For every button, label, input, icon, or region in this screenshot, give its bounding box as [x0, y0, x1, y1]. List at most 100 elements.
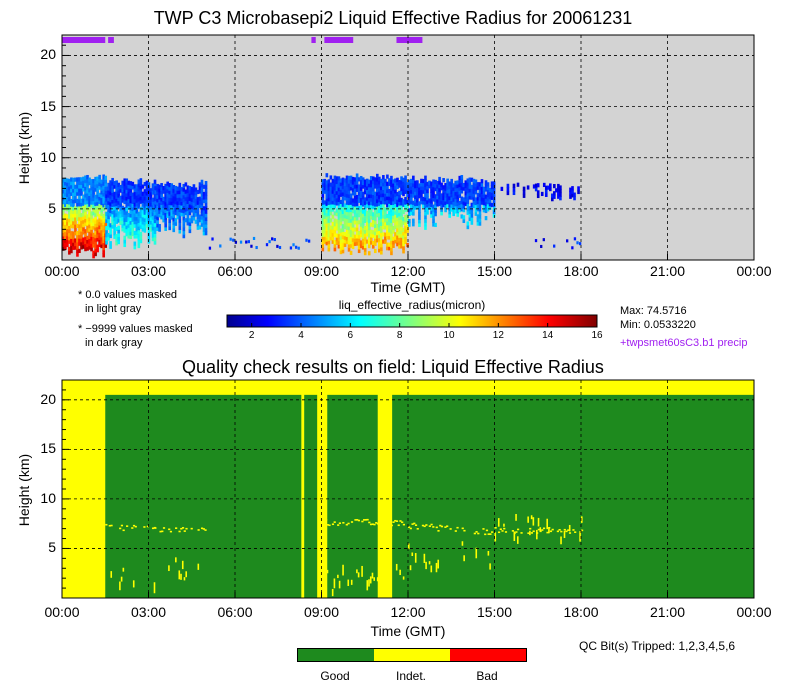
- top-heat-cell: [131, 210, 135, 215]
- top-heat-cell: [438, 176, 441, 182]
- top-heat-cell: [349, 250, 353, 255]
- top-heat-cell: [418, 190, 421, 195]
- top-heat-cell: [339, 221, 343, 226]
- top-heat-cell: [102, 174, 105, 179]
- top-heat-cell: [371, 183, 375, 188]
- top-heat-cell: [80, 184, 83, 189]
- top-heat-cell: [335, 176, 339, 181]
- top-heat-cell: [438, 191, 441, 196]
- qc-indet-speck: [435, 526, 438, 529]
- top-heat-cell: [398, 205, 401, 210]
- top-heat-cell: [426, 203, 429, 208]
- top-heat-cell: [329, 189, 333, 194]
- top-heat-cell: [139, 221, 143, 226]
- top-heat-cell: [105, 211, 108, 216]
- top-heat-cell: [186, 189, 190, 194]
- top-heat-cell: [478, 217, 482, 223]
- top-heat-cell: [378, 233, 381, 239]
- top-heat-cell: [367, 179, 371, 184]
- precip-marker: [62, 37, 106, 43]
- top-heat-cell: [180, 204, 184, 210]
- top-heat-cell: [329, 211, 333, 216]
- top-heat-cell: [380, 211, 383, 216]
- top-heat-cell: [174, 200, 178, 205]
- top-heat-cell: [343, 196, 347, 201]
- top-heat-cell: [452, 194, 456, 199]
- top-heat-cell: [446, 192, 449, 198]
- top-heat-cell: [476, 200, 480, 205]
- top-heat-cell: [158, 184, 161, 189]
- top-heat-cell: [450, 193, 454, 198]
- top-heat-cell: [76, 216, 79, 221]
- top-heat-cell: [430, 213, 433, 218]
- top-heat-cell: [76, 209, 79, 214]
- top-heat-cell: [170, 215, 174, 220]
- top-heat-cell: [125, 192, 129, 197]
- top-heat-cell: [160, 197, 163, 202]
- top-heat-cell: [192, 198, 196, 203]
- top-heat-cell: [470, 184, 474, 190]
- qc-indet-speck: [169, 530, 173, 533]
- top-heat-cell: [119, 195, 122, 200]
- top-heat-cell: [380, 178, 383, 183]
- top-heat-cell: [408, 190, 411, 195]
- top-heat-cell: [125, 196, 129, 201]
- top-heat-cell: [434, 194, 437, 199]
- top-heat-cell: [162, 218, 165, 223]
- top-heat-cell: [382, 196, 385, 201]
- top-heat-cell: [325, 208, 329, 214]
- top-heat-cell: [200, 186, 204, 192]
- top-heat-cell: [371, 233, 375, 238]
- top-heat-cell: [102, 249, 105, 254]
- top-heat-cell: [98, 221, 101, 226]
- top-heat-cell: [376, 209, 379, 214]
- top-heat-cell: [373, 180, 377, 186]
- top-heat-cell: [94, 205, 97, 210]
- top-heat-cell: [121, 187, 125, 193]
- top-heat-cell: [390, 182, 393, 188]
- top-heat-cell: [456, 191, 460, 196]
- top-heat-cell: [147, 239, 151, 244]
- top-heat-cell: [369, 208, 373, 213]
- top-heat-cell: [436, 195, 439, 200]
- top-heat-cell: [414, 191, 417, 196]
- top-heat-cell: [72, 235, 75, 240]
- top-heat-cell: [80, 234, 83, 239]
- top-heat-cell: [96, 226, 99, 231]
- top-heat-cell: [388, 242, 391, 247]
- qc-legend: [297, 648, 527, 662]
- top-heat-cell: [569, 191, 572, 196]
- top-heat-cell: [454, 198, 458, 203]
- top-heat-cell: [424, 225, 427, 230]
- top-heat-cell: [86, 192, 89, 198]
- top-heat-cell: [466, 225, 470, 230]
- top-heat-cell: [490, 202, 494, 208]
- top-heat-cell: [72, 245, 75, 250]
- top-heat-cell: [86, 207, 89, 212]
- top-heat-cell: [133, 195, 137, 200]
- top-heat-cell: [129, 234, 133, 240]
- top-heat-cell: [361, 227, 365, 232]
- top-heat-cell: [180, 208, 184, 213]
- top-heat-cell: [160, 183, 163, 188]
- top-heat-cell: [378, 205, 381, 210]
- top-heat-cell: [359, 193, 363, 199]
- top-heat-cell: [133, 230, 137, 235]
- top-heat-cell: [156, 191, 159, 196]
- top-heat-cell: [149, 198, 153, 204]
- top-heat-cell: [174, 210, 178, 216]
- top-heat-cell: [335, 179, 339, 185]
- top-heat-cell: [470, 206, 474, 211]
- top-heat-cell: [371, 240, 375, 246]
- top-heat-cell: [115, 194, 118, 199]
- top-heat-cell: [200, 215, 204, 220]
- qc-indet-speck: [567, 529, 570, 531]
- top-heat-cell: [64, 213, 67, 218]
- top-heat-cell: [398, 179, 401, 185]
- top-heat-cell: [484, 216, 488, 221]
- top-heat-cell: [92, 207, 95, 212]
- top-heat-cell: [176, 186, 180, 191]
- top-heat-cell: [373, 231, 377, 236]
- top-heat-cell: [577, 186, 580, 191]
